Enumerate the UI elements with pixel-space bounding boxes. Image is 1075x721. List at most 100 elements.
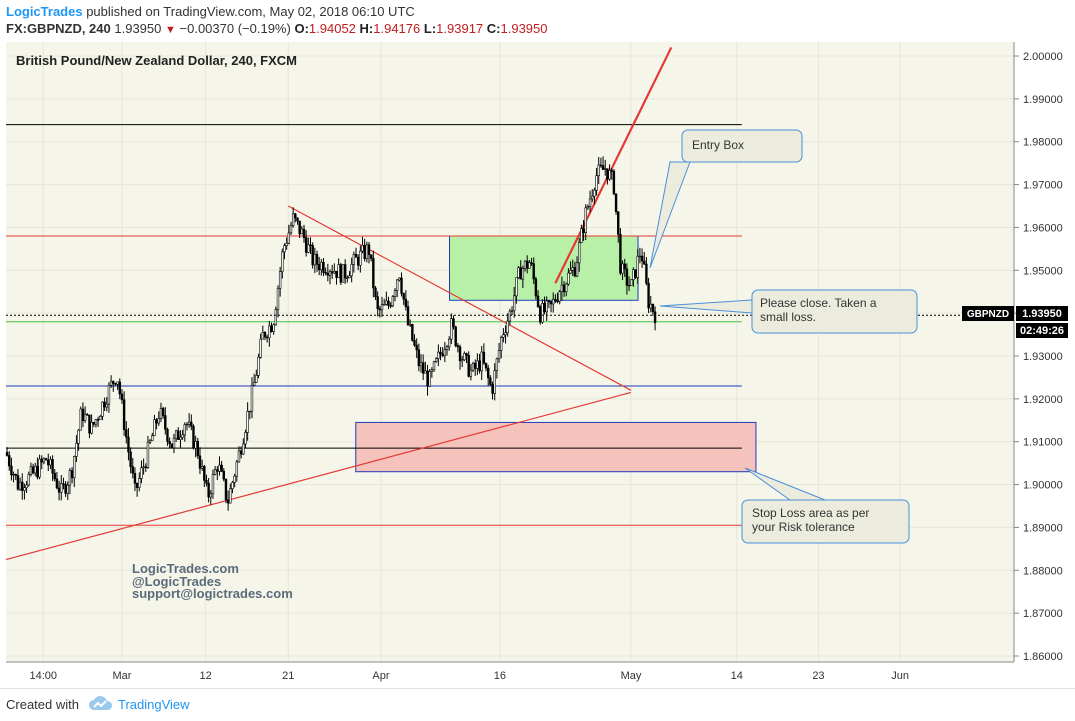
- candle: [220, 460, 223, 473]
- candle: [168, 437, 171, 449]
- candle: [174, 429, 178, 442]
- price-chart[interactable]: British Pound/New Zealand Dollar, 240, F…: [0, 40, 1075, 688]
- time-tick-label: 14:00: [30, 670, 58, 682]
- publisher-link[interactable]: LogicTrades: [6, 4, 83, 19]
- price-tick-label: 1.92000: [1023, 394, 1063, 406]
- candle: [619, 228, 622, 276]
- entry-box-zone[interactable]: [449, 235, 639, 301]
- candle: [161, 406, 165, 419]
- time-tick-label: Jun: [891, 670, 909, 682]
- candle: [543, 296, 546, 315]
- candle: [606, 168, 609, 185]
- candle: [242, 438, 245, 455]
- price-tick-label: 1.99000: [1023, 94, 1063, 106]
- time-tick-label: 14: [731, 670, 743, 682]
- candle: [237, 446, 241, 463]
- publish-line: LogicTrades published on TradingView.com…: [6, 4, 415, 19]
- candle: [612, 169, 616, 196]
- callout-entry[interactable]: Entry Box: [649, 129, 803, 269]
- candle: [341, 264, 345, 283]
- candle: [86, 412, 89, 416]
- tradingview-cloud-icon[interactable]: [88, 694, 114, 714]
- candle: [92, 421, 95, 427]
- candle: [138, 472, 141, 492]
- candle: [200, 459, 204, 471]
- candle: [482, 343, 486, 365]
- time-axis[interactable]: 14:00 Mar 12 21 Apr 16 May 14 23 Jun: [30, 670, 909, 682]
- candle: [207, 477, 210, 503]
- candle: [549, 300, 553, 313]
- candle: [77, 428, 80, 451]
- candle: [428, 369, 431, 387]
- time-tick-label: 12: [199, 670, 211, 682]
- candle: [497, 342, 501, 363]
- candle: [304, 230, 308, 257]
- stop-loss-zone[interactable]: [355, 421, 757, 473]
- watermark-line-1: LogicTrades.com: [132, 561, 239, 576]
- candle: [504, 325, 507, 344]
- candle: [88, 414, 91, 439]
- candle: [8, 451, 11, 471]
- watermark-line-2: @LogicTrades: [132, 574, 221, 589]
- candle: [257, 353, 260, 379]
- candle: [44, 457, 48, 461]
- candle: [272, 323, 275, 335]
- candle: [252, 373, 256, 386]
- candle: [651, 303, 655, 316]
- trend-line[interactable]: [554, 46, 673, 284]
- candle: [467, 351, 470, 378]
- candle: [502, 328, 505, 343]
- last-price: 1.93950: [114, 21, 162, 36]
- candle: [426, 364, 429, 396]
- candle: [417, 343, 421, 372]
- candle: [335, 270, 338, 285]
- time-tick-label: May: [621, 670, 642, 682]
- price-axis[interactable]: 2.00000 1.99000 1.98000 1.97000 1.96000 1.950…: [1014, 51, 1063, 663]
- candle: [21, 473, 24, 500]
- trend-line[interactable]: [5, 391, 632, 561]
- candle: [593, 187, 596, 205]
- candle: [352, 251, 356, 273]
- candle: [211, 469, 215, 499]
- low-value: 1.93917: [436, 21, 484, 36]
- price-axis-background: [1014, 40, 1075, 662]
- time-axis-background: [0, 662, 1075, 688]
- callout-close[interactable]: Please close. Taken a small loss.: [659, 289, 918, 334]
- candle: [83, 406, 87, 423]
- candle: [274, 306, 278, 326]
- candle: [302, 224, 306, 243]
- trend-line[interactable]: [287, 205, 632, 391]
- price-change: −0.00370 (−0.19%): [179, 21, 291, 36]
- candle: [343, 259, 347, 284]
- candle: [170, 443, 173, 449]
- candle: [567, 268, 570, 286]
- candle: [506, 313, 509, 337]
- candle: [205, 474, 208, 487]
- candle: [491, 381, 494, 400]
- candle: [60, 474, 63, 501]
- candle: [493, 363, 496, 401]
- candle: [333, 263, 336, 274]
- candle: [131, 458, 134, 479]
- tradingview-brand-link[interactable]: TradingView: [118, 697, 190, 712]
- candle: [634, 269, 637, 280]
- candle: [122, 391, 126, 436]
- candle: [402, 292, 405, 305]
- candle: [172, 433, 176, 454]
- candle: [224, 478, 228, 504]
- candle: [586, 204, 590, 210]
- candle: [16, 468, 20, 491]
- horizontal-gridlines: [6, 55, 1014, 657]
- candle: [578, 237, 581, 272]
- chart-header: LogicTrades published on TradingView.com…: [0, 0, 1075, 40]
- candle: [476, 353, 479, 376]
- watermark-line-3: support@logictrades.com: [132, 586, 293, 601]
- candle: [558, 289, 561, 305]
- candle: [421, 354, 425, 381]
- candle: [597, 156, 600, 185]
- callout-stop[interactable]: Stop Loss area as per your Risk toleranc…: [741, 467, 910, 544]
- candle: [185, 422, 189, 431]
- candle: [49, 456, 52, 470]
- candle: [534, 276, 538, 300]
- chart-title: British Pound/New Zealand Dollar, 240, F…: [16, 53, 297, 68]
